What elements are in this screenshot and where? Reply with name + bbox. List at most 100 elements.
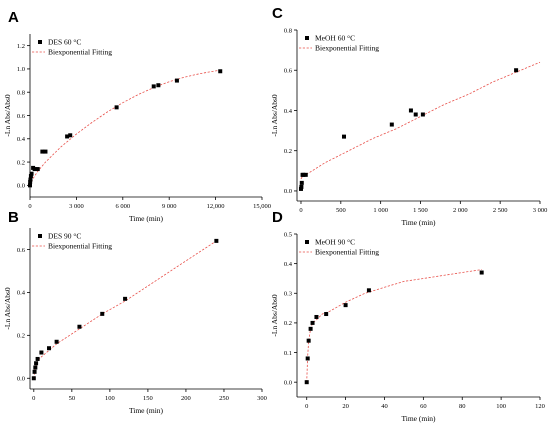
x-tick-label: 50: [69, 395, 76, 402]
x-tick-label: 40: [381, 403, 388, 410]
x-tick-label: 0: [305, 403, 308, 410]
chart-panel-b: B 0 50 100 150 200 250 300 0.0 0.2 0.4 0.6 Time (min…: [3, 209, 267, 415]
data-point: [299, 180, 304, 185]
x-tick-label: 0: [32, 395, 35, 402]
x-tick-label: 1 500: [413, 207, 428, 214]
panel-letter: A: [8, 9, 19, 26]
chart-panel-d: D 0 20 40 60 80 100 120 0.0 0.1 0.2 0.3 0.4 0.5 Time (…: [270, 209, 545, 423]
data-point: [174, 78, 179, 83]
chart-panel-a: A 0 3 000 6 000 9 000 12,000 15,000 0.0 0.2 0.4 0.…: [3, 9, 271, 223]
x-tick-label: 200: [181, 395, 191, 402]
data-point: [68, 133, 73, 138]
data-point: [479, 270, 484, 275]
data-point: [31, 376, 36, 381]
y-axis-label: -Ln Abs/Abs0: [270, 94, 279, 137]
x-tick-label: 3 000: [533, 207, 548, 214]
x-tick-label: 0: [299, 207, 302, 214]
y-tick-label: 0.1: [284, 350, 292, 357]
y-tick-label: 0.4: [284, 108, 293, 115]
legend-label: Biexponential Fitting: [315, 44, 379, 53]
data-point: [218, 69, 223, 74]
x-tick-label: 6 000: [115, 203, 130, 210]
panel-letter: B: [8, 209, 19, 226]
data-point: [33, 365, 38, 370]
y-tick-label: 0.8: [284, 27, 292, 34]
data-point: [299, 184, 304, 189]
y-axis-label: -Ln Abs/Abs0: [3, 94, 12, 137]
data-point: [28, 177, 33, 182]
data-point: [47, 346, 52, 351]
legend-label: Biexponential Fitting: [48, 48, 112, 57]
data-point: [114, 105, 119, 110]
y-tick-label: 0.3: [284, 291, 292, 298]
data-point: [342, 134, 347, 139]
x-tick-label: 2 000: [453, 207, 468, 214]
legend-marker: [38, 40, 42, 44]
data-point: [100, 311, 105, 316]
legend-label: Biexponential Fitting: [48, 242, 112, 251]
legend-label: DES 90 °C: [48, 232, 81, 241]
data-point: [408, 108, 413, 113]
data-point: [32, 369, 37, 374]
y-tick-label: 0.0: [284, 188, 292, 195]
data-point: [29, 171, 34, 176]
data-point: [28, 179, 33, 184]
legend-label: MeOH 90 °C: [315, 238, 355, 247]
x-tick-label: 120: [535, 403, 545, 410]
data-point: [306, 338, 311, 343]
x-tick-label: 150: [143, 395, 153, 402]
x-tick-label: 100: [105, 395, 115, 402]
legend-label: DES 60 °C: [48, 38, 81, 47]
y-tick-label: 0.8: [17, 90, 25, 97]
y-tick-label: 0.0: [284, 379, 292, 386]
data-point: [389, 122, 394, 127]
data-point: [65, 134, 70, 139]
x-tick-label: 20: [342, 403, 349, 410]
x-tick-label: 3 000: [69, 203, 84, 210]
data-point: [413, 112, 418, 117]
y-tick-label: 0.0: [17, 183, 25, 190]
x-tick-label: 12,000: [207, 203, 225, 210]
legend-marker: [305, 36, 309, 40]
data-point: [514, 68, 519, 73]
data-point: [314, 314, 319, 319]
data-point: [123, 296, 128, 301]
legend-label: Biexponential Fitting: [315, 248, 379, 257]
x-tick-label: 15,000: [253, 203, 271, 210]
y-tick-label: 0.2: [284, 320, 292, 327]
data-point: [54, 339, 59, 344]
fitting-curve: [33, 240, 217, 379]
fitting-curve: [29, 69, 221, 186]
y-tick-label: 0.2: [17, 333, 25, 340]
x-tick-label: 2 500: [493, 207, 508, 214]
data-point: [343, 303, 348, 308]
x-tick-label: 9 000: [162, 203, 177, 210]
x-tick-label: 80: [459, 403, 466, 410]
data-point: [28, 183, 32, 188]
x-tick-label: 1 000: [373, 207, 388, 214]
data-point: [308, 326, 313, 331]
data-point: [305, 356, 310, 361]
y-tick-label: 1.0: [17, 66, 25, 73]
data-point: [28, 174, 33, 179]
data-point: [298, 186, 303, 191]
x-tick-label: 60: [420, 403, 427, 410]
data-point: [310, 320, 315, 325]
legend-marker: [38, 234, 42, 238]
data-point: [34, 361, 39, 366]
y-tick-label: 0.4: [284, 261, 293, 268]
data-point: [35, 167, 40, 172]
x-tick-label: 0: [28, 203, 31, 210]
data-point: [324, 312, 329, 317]
y-tick-label: 0.4: [17, 290, 26, 297]
x-axis-label: Time (min): [129, 406, 164, 415]
data-point: [77, 324, 82, 329]
panel-letter: C: [272, 5, 283, 22]
data-point: [366, 288, 371, 293]
fitting-curve: [306, 269, 482, 383]
data-point: [32, 167, 37, 172]
y-tick-label: 0.2: [17, 159, 25, 166]
x-axis-label: Time (min): [401, 414, 436, 423]
data-point: [156, 83, 161, 88]
